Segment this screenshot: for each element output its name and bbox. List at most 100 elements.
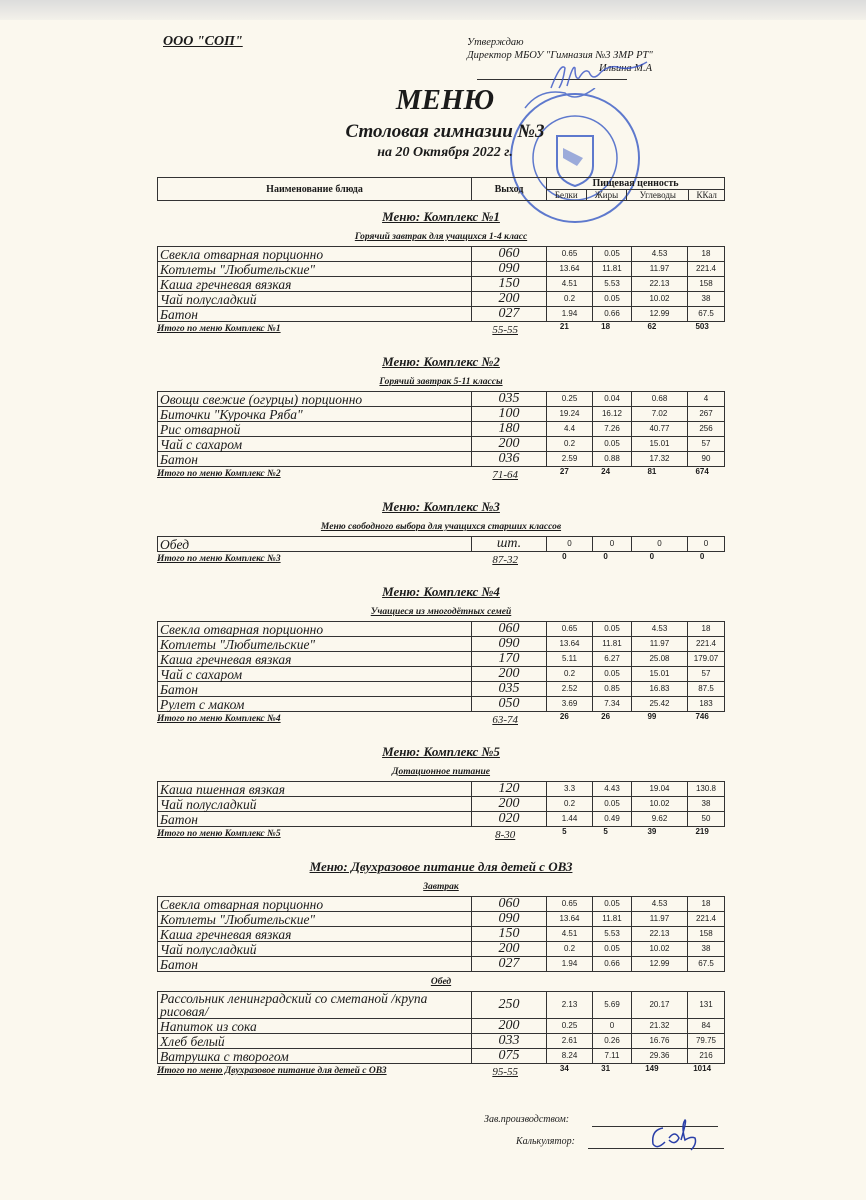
section-title: Меню: Комплекс №2 bbox=[382, 354, 500, 369]
total-kcal: 503 bbox=[695, 322, 709, 331]
dish-output: 100 bbox=[471, 406, 547, 422]
dish-name: Каша гречневая вязкая bbox=[157, 926, 472, 942]
dish-name: Свекла отварная порционно bbox=[157, 896, 472, 912]
dish-output: 027 bbox=[471, 306, 547, 322]
total-dish-output: 71-64 bbox=[492, 469, 518, 481]
dish-name: Овощи свежие (огурцы) порционно bbox=[157, 391, 472, 407]
col-carbs: Углеводы bbox=[626, 189, 690, 201]
dish-output: 033 bbox=[471, 1033, 547, 1049]
dish-name: Хлеб белый bbox=[157, 1033, 472, 1049]
carbs: 9.62 bbox=[631, 811, 688, 827]
kcal: 267 bbox=[687, 406, 725, 422]
total-dish-name: Итого по меню Двухразовое питание для де… bbox=[157, 1066, 387, 1076]
dish-name: Рис отварной bbox=[157, 421, 472, 437]
dish-name: Каша пшенная вязкая bbox=[157, 781, 472, 797]
total-carbs: 99 bbox=[647, 712, 657, 721]
fat: 0.66 bbox=[592, 956, 632, 972]
dish-output: 120 bbox=[471, 781, 547, 797]
col-nutrition: Пищевая ценность bbox=[546, 177, 725, 190]
total-kcal: 0 bbox=[699, 552, 705, 561]
table-row: Каша гречневая вязкая 150 4.51 5.53 22.13 158 bbox=[157, 926, 725, 942]
dish-name: Батон bbox=[157, 451, 472, 467]
protein: 4.51 bbox=[546, 926, 593, 942]
dishes-table: Свекла отварная порционно 060 0.65 0.05 4.53… bbox=[157, 621, 725, 712]
fat: 0.05 bbox=[592, 666, 632, 682]
carbs: 15.01 bbox=[631, 666, 688, 682]
organization-name: ООО "СОП" bbox=[163, 34, 243, 49]
kcal: 90 bbox=[687, 451, 725, 467]
col-output: Выход bbox=[471, 177, 547, 201]
dish-name: Обед bbox=[157, 536, 472, 552]
kcal: 221.4 bbox=[687, 636, 725, 652]
fat: 6.27 bbox=[592, 651, 632, 667]
dish-output: 090 bbox=[471, 911, 547, 927]
table-row: Батон 027 1.94 0.66 12.99 67.5 bbox=[157, 956, 725, 972]
total-fat: 24 bbox=[601, 467, 611, 476]
table-row: Каша пшенная вязкая 120 3.3 4.43 19.04 130.8 bbox=[157, 781, 725, 797]
total-protein: 26 bbox=[559, 712, 569, 721]
protein: 8.24 bbox=[546, 1048, 593, 1064]
kcal: 67.5 bbox=[687, 306, 725, 322]
table-row: Свекла отварная порционно 060 0.65 0.05 4.53… bbox=[157, 246, 725, 262]
protein: 4.51 bbox=[546, 276, 593, 292]
dish-name: Чай с сахаром bbox=[157, 436, 472, 452]
protein: 0.2 bbox=[546, 796, 593, 812]
carbs: 4.53 bbox=[631, 246, 688, 262]
dish-output: 036 bbox=[471, 451, 547, 467]
protein: 2.13 bbox=[546, 991, 593, 1019]
dish-name: Ватрушка с творогом bbox=[157, 1048, 472, 1064]
group-subtitle: Учащиеся из многодётных семей bbox=[370, 607, 512, 617]
fat: 0.66 bbox=[592, 306, 632, 322]
kcal: 38 bbox=[687, 291, 725, 307]
dish-output: шт. bbox=[471, 536, 547, 552]
fat: 0.05 bbox=[592, 941, 632, 957]
handwritten-signature bbox=[651, 1119, 697, 1151]
total-protein: 0 bbox=[562, 552, 567, 561]
production-signature-line bbox=[592, 1126, 718, 1127]
section-title: Меню: Комплекс №5 bbox=[382, 744, 500, 759]
carbs: 0 bbox=[631, 536, 688, 552]
kcal: 79.75 bbox=[687, 1033, 725, 1049]
table-row: Напиток из сока 200 0.25 0 21.32 84 bbox=[157, 1018, 725, 1034]
carbs: 25.42 bbox=[631, 696, 688, 712]
dish-name: Каша гречневая вязкая bbox=[157, 276, 472, 292]
carbs: 25.08 bbox=[631, 651, 688, 667]
dish-name: Свекла отварная порционно bbox=[157, 246, 472, 262]
protein: 13.64 bbox=[546, 261, 593, 277]
dish-output: 060 bbox=[471, 621, 547, 637]
dish-output: 170 bbox=[471, 651, 547, 667]
protein: 1.94 bbox=[546, 956, 593, 972]
carbs: 17.32 bbox=[631, 451, 688, 467]
fat: 0.04 bbox=[592, 391, 632, 407]
protein: 0.65 bbox=[546, 621, 593, 637]
dish-name: Каша гречневая вязкая bbox=[157, 651, 472, 667]
dish-output: 250 bbox=[471, 991, 547, 1019]
kcal: 179.07 bbox=[687, 651, 725, 667]
kcal: 87.5 bbox=[687, 681, 725, 697]
col-name: Наименование блюда bbox=[157, 177, 472, 201]
section-title: Меню: Комплекс №4 bbox=[382, 584, 500, 599]
kcal: 84 bbox=[687, 1018, 725, 1034]
col-kcal: ККал bbox=[688, 189, 725, 201]
carbs: 21.32 bbox=[631, 1018, 688, 1034]
total-fat: 0 bbox=[603, 552, 608, 561]
dish-output: 075 bbox=[471, 1048, 547, 1064]
carbs: 4.53 bbox=[631, 621, 688, 637]
dish-name: Котлеты "Любительские" bbox=[157, 636, 472, 652]
menu-section: Меню: Комплекс №1 Горячий завтрак для уча… bbox=[157, 207, 725, 340]
carbs: 29.36 bbox=[631, 1048, 688, 1064]
total-protein: 5 bbox=[562, 827, 567, 836]
total-carbs: 81 bbox=[647, 467, 657, 476]
dish-output: 090 bbox=[471, 636, 547, 652]
page-title: МЕНЮ bbox=[395, 84, 495, 116]
fat: 5.53 bbox=[592, 926, 632, 942]
table-row: Рис отварной 180 4.4 7.26 40.77 256 bbox=[157, 421, 725, 437]
kcal: 130.8 bbox=[687, 781, 725, 797]
menu-section: Меню: Комплекс №3 Меню свободного выбора … bbox=[157, 497, 725, 570]
table-row: Батон 036 2.59 0.88 17.32 90 bbox=[157, 451, 725, 467]
kcal: 158 bbox=[687, 926, 725, 942]
dish-name: Чай с сахаром bbox=[157, 666, 472, 682]
calculator-signature-line bbox=[588, 1148, 724, 1149]
menu-section: Меню: Двухразовое питание для детей с ОВ… bbox=[157, 857, 725, 1082]
carbs: 12.99 bbox=[631, 306, 688, 322]
